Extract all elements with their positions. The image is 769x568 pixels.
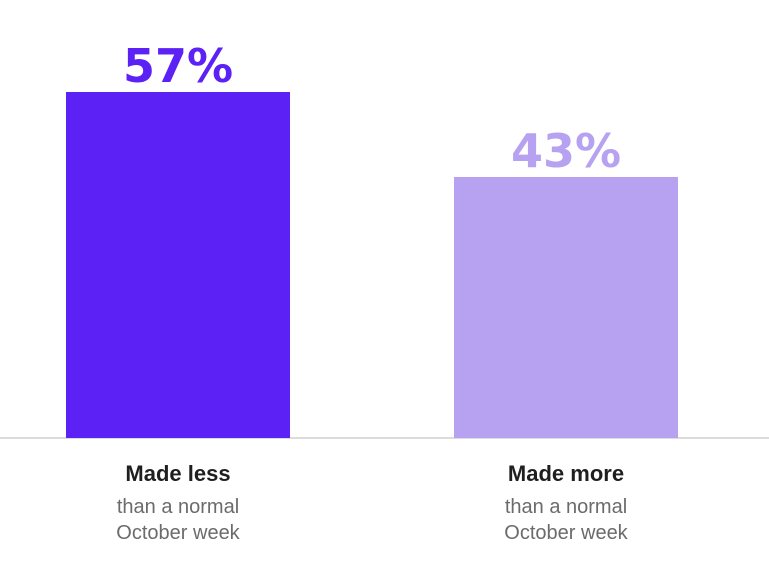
category-subtitle-made-more-line-2: October week (504, 522, 628, 544)
category-subtitle-made-less-line-1: than a normal (117, 496, 239, 518)
value-labels-layer: 57% 43% (123, 39, 621, 178)
value-label-made-less: 57% (123, 39, 233, 93)
category-label-made-more: Made more (508, 461, 624, 486)
bar-made-less (66, 92, 290, 438)
category-subtitle-made-more-line-1: than a normal (505, 496, 627, 518)
bars-layer (66, 92, 678, 439)
category-subtitle-made-less-line-2: October week (116, 522, 240, 544)
bar-made-more (454, 176, 678, 439)
value-label-made-more: 43% (511, 124, 621, 178)
category-label-made-less: Made less (125, 461, 230, 486)
category-labels-layer: Made less than a normal October week Made m… (116, 461, 628, 544)
